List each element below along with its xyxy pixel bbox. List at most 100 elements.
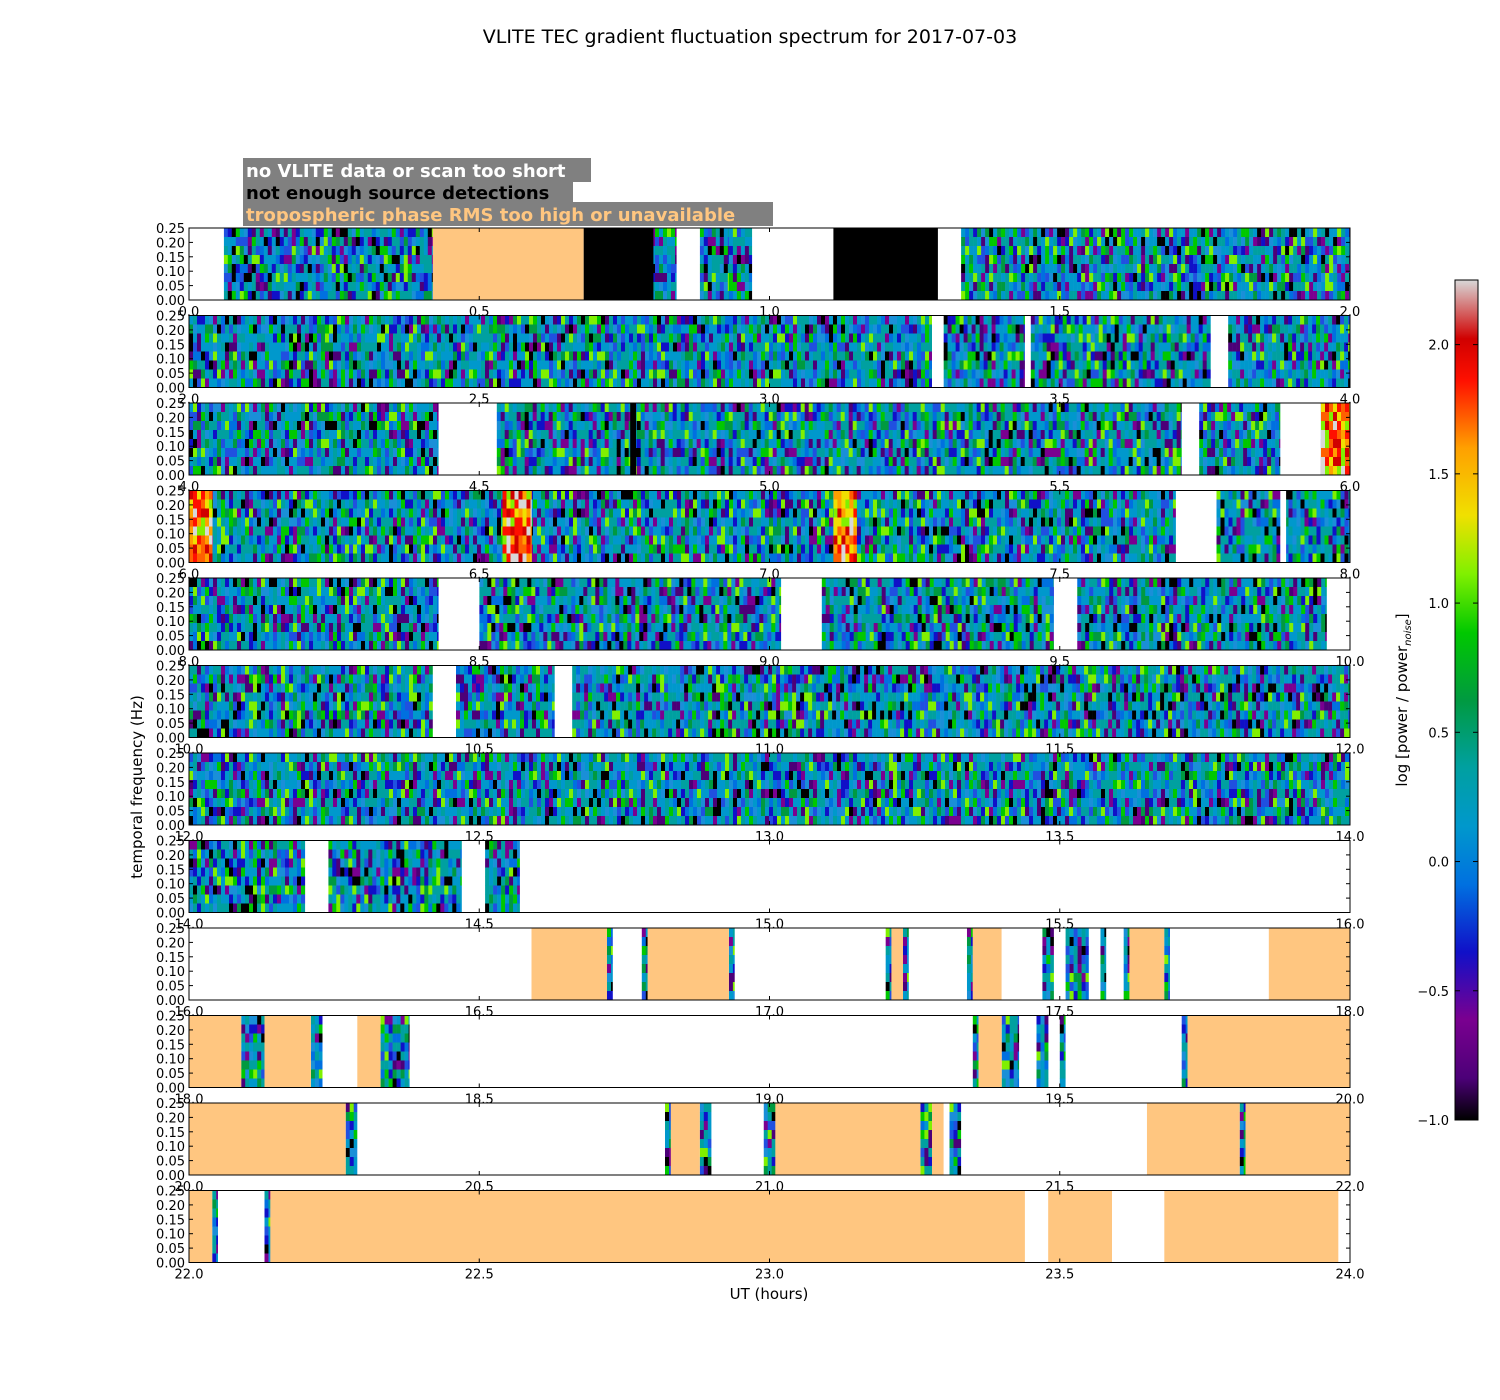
spectrum-cell — [209, 421, 214, 431]
spectrum-cell — [987, 315, 992, 325]
spectrum-cell — [1186, 342, 1191, 352]
spectrum-cell — [776, 403, 781, 413]
spectrum-cell — [769, 333, 774, 343]
spectrum-cell — [901, 315, 906, 325]
spectrum-cell — [1041, 246, 1046, 256]
spectrum-cell — [293, 369, 298, 379]
spectrum-cell — [277, 430, 282, 440]
spectrum-cell — [1213, 264, 1218, 274]
spectrum-cell — [1090, 315, 1095, 325]
spectrum-cell — [589, 324, 594, 334]
spectrum-cell — [1013, 264, 1018, 274]
spectrum-cell — [289, 412, 294, 422]
spectrum-cell — [825, 360, 830, 370]
spectrum-cell — [1130, 369, 1135, 379]
spectrum-cell — [365, 333, 370, 343]
spectrum-cell — [395, 264, 401, 274]
spectrum-cell — [363, 255, 369, 265]
spectrum-cell — [857, 342, 862, 352]
spectrum-cell — [501, 360, 506, 370]
spectrum-cell — [1317, 282, 1322, 292]
spectrum-cell — [776, 412, 781, 422]
spectrum-cell — [419, 237, 425, 247]
spectrum-cell — [437, 457, 439, 467]
spectrum-cell — [1264, 378, 1269, 388]
spectrum-cell — [311, 291, 317, 301]
spectrum-cell — [1086, 333, 1091, 343]
spectrum-cell — [1126, 360, 1131, 370]
spectrum-cell — [253, 360, 258, 370]
spectrum-cell — [541, 333, 546, 343]
spectrum-cell — [777, 351, 782, 361]
spectrum-cell — [1102, 351, 1107, 361]
spectrum-cell — [929, 315, 933, 325]
spectrum-cell — [557, 315, 562, 325]
spectrum-cell — [1177, 246, 1182, 256]
spectrum-cell — [221, 342, 226, 352]
spectrum-cell — [1089, 246, 1094, 256]
spectrum-cell — [573, 333, 578, 343]
spectrum-cell — [1121, 264, 1126, 274]
spectrum-cell — [1158, 369, 1163, 379]
spectrum-cell — [321, 333, 326, 343]
spectrum-cell — [640, 439, 645, 449]
spectrum-cell — [237, 421, 242, 431]
spectrum-cell — [205, 412, 210, 422]
spectrum-cell — [265, 360, 270, 370]
spectrum-cell — [273, 378, 278, 388]
spectrum-cell — [327, 246, 333, 256]
spectrum-cell — [1305, 228, 1310, 238]
spectrum-cell — [1333, 246, 1338, 256]
spectrum-cell — [417, 448, 422, 458]
spectrum-cell — [1161, 246, 1166, 256]
spectrum-cell — [1094, 369, 1099, 379]
spectrum-cell — [501, 333, 506, 343]
spectrum-cell — [729, 378, 734, 388]
spectrum-cell — [333, 315, 338, 325]
spectrum-cell — [1089, 237, 1094, 247]
spectrum-cell — [985, 237, 990, 247]
spectrum-cell — [857, 360, 862, 370]
spectrum-cell — [1058, 378, 1063, 388]
spectrum-cell — [319, 237, 325, 247]
spectrum-cell — [341, 457, 346, 467]
spectrum-cell — [289, 324, 294, 334]
spectrum-cell — [421, 421, 426, 431]
spectrum-cell — [1046, 324, 1051, 334]
spectrum-cell — [391, 273, 397, 283]
spectrum-cell — [1288, 324, 1293, 334]
spectrum-cell — [1146, 333, 1151, 343]
spectrum-cell — [285, 369, 290, 379]
spectrum-cell — [1023, 369, 1026, 379]
spectrum-cell — [1209, 255, 1214, 265]
spectrum-cell — [1154, 333, 1159, 343]
spectrum-cell — [789, 333, 794, 343]
spectrum-cell — [744, 264, 750, 274]
spectrum-cell — [329, 324, 334, 334]
spectrum-cell — [845, 342, 850, 352]
spectrum-cell — [395, 237, 401, 247]
spectrum-cell — [581, 315, 586, 325]
spectrum-cell — [259, 255, 265, 265]
spectrum-cell — [592, 412, 597, 422]
spectrum-cell — [241, 448, 246, 458]
spectrum-cell — [1089, 255, 1094, 265]
spectrum-cell — [1165, 291, 1170, 301]
spectrum-cell — [1034, 369, 1039, 379]
spectrum-cell — [221, 378, 226, 388]
spectrum-cell — [437, 412, 439, 422]
spectrum-cell — [740, 439, 745, 449]
spectrum-cell — [572, 403, 577, 413]
spectrum-cell — [419, 255, 425, 265]
spectrum-cell — [1154, 324, 1159, 334]
spectrum-cell — [417, 333, 422, 343]
spectrum-cell — [785, 360, 790, 370]
spectrum-cell — [500, 466, 505, 476]
spectrum-cell — [708, 466, 713, 476]
spectrum-cell — [313, 342, 318, 352]
spectrum-cell — [841, 360, 846, 370]
spectrum-cell — [1276, 315, 1281, 325]
spectrum-cell — [645, 369, 650, 379]
spectrum-cell — [552, 430, 557, 440]
spectrum-cell — [1237, 273, 1242, 283]
